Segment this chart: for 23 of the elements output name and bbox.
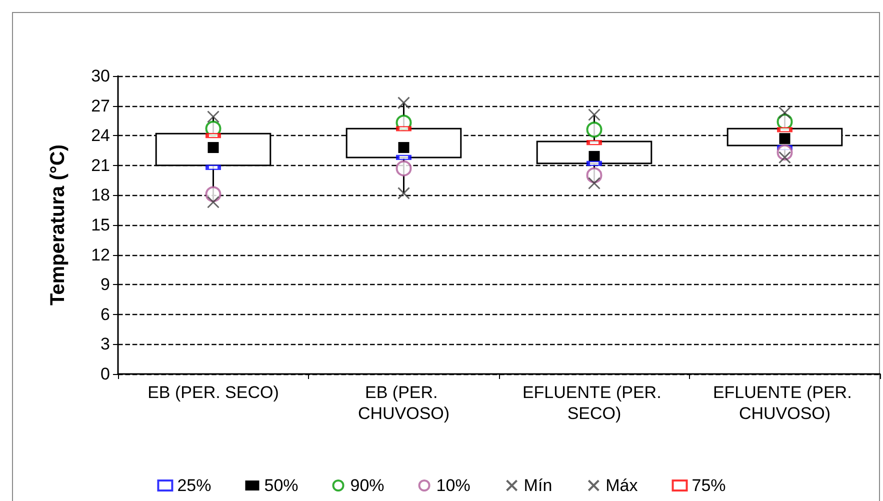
x-tick-label: EFLUENTE (PER. SECO) (522, 383, 666, 423)
y-tick-label: 12 (91, 245, 110, 264)
x-tick-label: EB (PER. CHUVOSO) (358, 383, 450, 423)
x-tick-label: EFLUENTE (PER. CHUVOSO) (712, 383, 857, 423)
legend-label: Máx (606, 476, 638, 495)
legend-label: 25% (177, 476, 212, 495)
y-tick-label: 3 (100, 334, 110, 354)
y-tick-label: 18 (91, 186, 110, 205)
y-tick-label: 15 (91, 216, 110, 234)
y-tick-label: 9 (100, 275, 110, 294)
y-tick-label: 0 (100, 364, 110, 384)
x-tick-label: EB (PER. SECO) (148, 383, 279, 402)
legend-label: 10% (436, 476, 470, 495)
y-tick-label: 21 (91, 156, 110, 175)
legend-label: Mín (524, 476, 552, 495)
y-axis-title: Temperatura (°C) (47, 144, 69, 306)
y-tick-label: 24 (91, 126, 110, 146)
legend-label: 50% (264, 476, 298, 495)
y-tick-label: 30 (91, 66, 110, 86)
legend-label: 75% (692, 476, 726, 495)
y-tick-label: 6 (100, 304, 110, 324)
y-tick-label: 27 (91, 96, 110, 116)
legend-label: 90% (350, 476, 384, 495)
